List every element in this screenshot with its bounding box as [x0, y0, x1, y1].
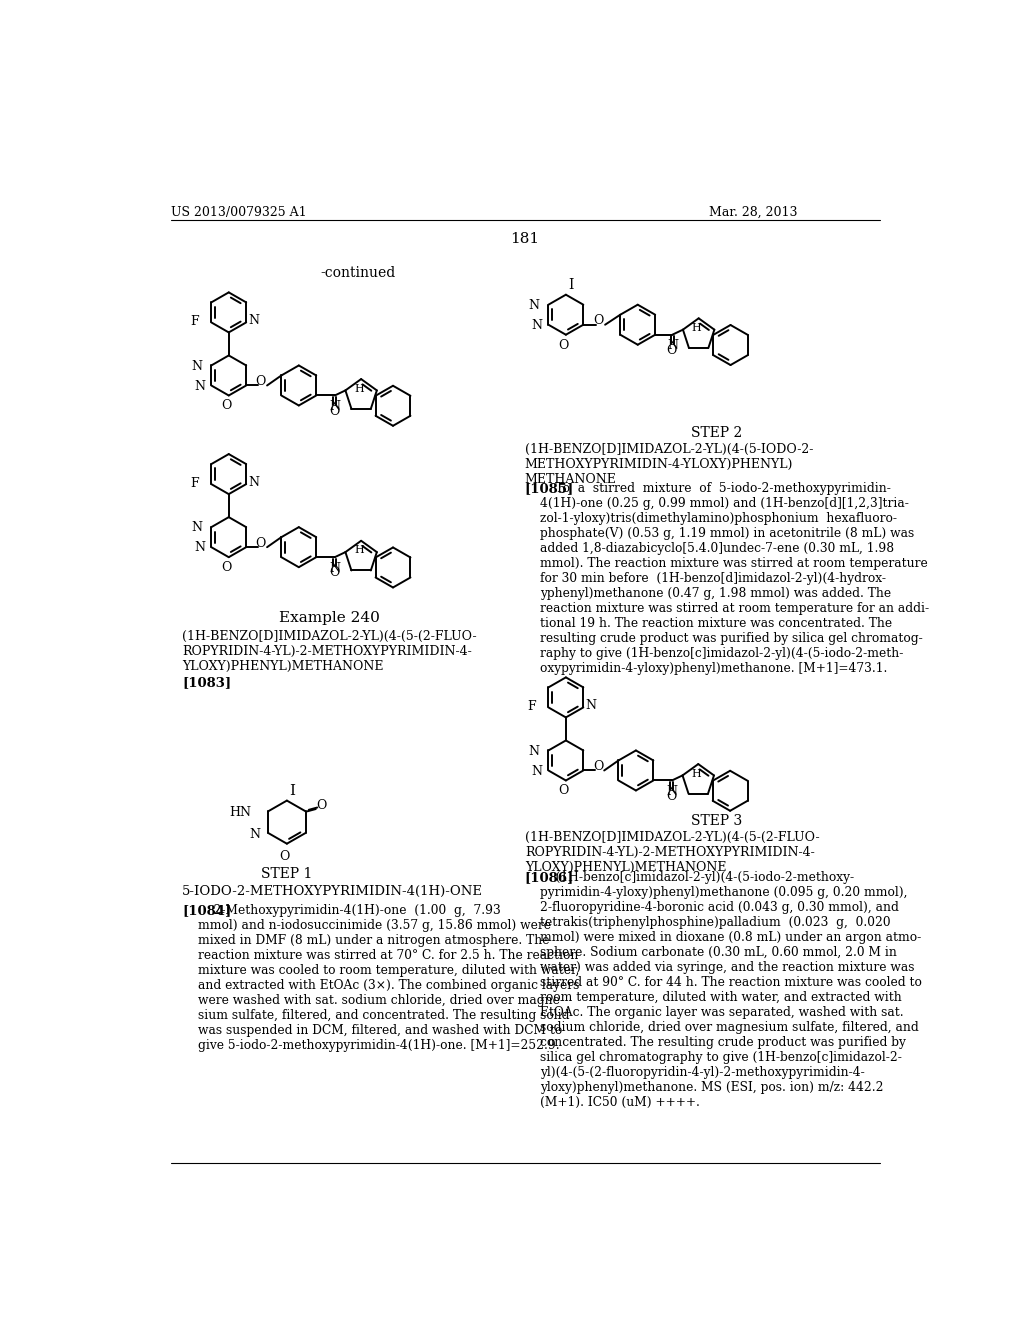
Text: O: O — [256, 375, 266, 388]
Text: O: O — [666, 789, 676, 803]
Text: 2-Methoxypyrimidin-4(1H)-one  (1.00  g,  7.93
mmol) and n-iodosuccinimide (3.57 : 2-Methoxypyrimidin-4(1H)-one (1.00 g, 7.… — [198, 904, 580, 1052]
Text: O: O — [667, 345, 677, 356]
Text: N: N — [528, 298, 539, 312]
Text: O: O — [558, 339, 568, 351]
Text: N: N — [667, 785, 678, 799]
Text: N: N — [667, 339, 678, 352]
Text: N: N — [249, 477, 259, 490]
Text: O: O — [593, 760, 603, 774]
Text: O: O — [558, 784, 568, 797]
Text: STEP 1: STEP 1 — [261, 867, 312, 880]
Text: N: N — [195, 541, 205, 554]
Text: To  a  stirred  mixture  of  5-iodo-2-methoxypyrimidin-
4(1H)-one (0.25 g, 0.99 : To a stirred mixture of 5-iodo-2-methoxy… — [541, 482, 930, 675]
Text: 181: 181 — [510, 231, 540, 246]
Text: O: O — [329, 566, 339, 579]
Text: STEP 2: STEP 2 — [691, 426, 742, 441]
Text: 5-IODO-2-METHOXYPYRIMIDIN-4(1H)-ONE: 5-IODO-2-METHOXYPYRIMIDIN-4(1H)-ONE — [182, 886, 483, 899]
Text: O: O — [256, 537, 266, 550]
Text: (1H-BENZO[D]IMIDAZOL-2-YL)(4-(5-IODO-2-
METHOXYPYRIMIDIN-4-YLOXY)PHENYL)
METHANO: (1H-BENZO[D]IMIDAZOL-2-YL)(4-(5-IODO-2- … — [524, 444, 813, 486]
Text: N: N — [531, 319, 543, 333]
Text: N: N — [531, 764, 543, 777]
Text: N: N — [586, 700, 597, 713]
Text: N: N — [195, 380, 205, 393]
Text: [1083]: [1083] — [182, 676, 231, 689]
Text: H: H — [354, 545, 364, 556]
Text: I: I — [289, 784, 295, 799]
Text: H: H — [691, 768, 700, 779]
Text: O: O — [221, 561, 231, 574]
Text: [1084]: [1084] — [182, 904, 231, 917]
Text: O: O — [594, 314, 604, 327]
Text: N: N — [330, 561, 341, 574]
Text: (1H-BENZO[D]IMIDAZOL-2-YL)(4-(5-(2-FLUO-
ROPYRIDIN-4-YL)-2-METHOXYPYRIMIDIN-4-
Y: (1H-BENZO[D]IMIDAZOL-2-YL)(4-(5-(2-FLUO-… — [182, 630, 477, 673]
Text: Example 240: Example 240 — [280, 611, 380, 626]
Text: H: H — [354, 384, 364, 393]
Text: Mar. 28, 2013: Mar. 28, 2013 — [710, 206, 798, 219]
Text: (1H-BENZO[D]IMIDAZOL-2-YL)(4-(5-(2-FLUO-
ROPYRIDIN-4-YL)-2-METHOXYPYRIMIDIN-4-
Y: (1H-BENZO[D]IMIDAZOL-2-YL)(4-(5-(2-FLUO-… — [524, 832, 819, 874]
Text: US 2013/0079325 A1: US 2013/0079325 A1 — [171, 206, 306, 219]
Text: O: O — [221, 400, 231, 412]
Text: H: H — [691, 323, 701, 333]
Text: N: N — [249, 314, 259, 327]
Text: HN: HN — [229, 807, 251, 820]
Text: O: O — [280, 850, 290, 863]
Text: F: F — [190, 315, 199, 329]
Text: N: N — [191, 521, 202, 535]
Text: N: N — [330, 400, 341, 413]
Text: F: F — [527, 700, 536, 713]
Text: [1085]: [1085] — [524, 482, 574, 495]
Text: F: F — [190, 477, 199, 490]
Text: [1086]: [1086] — [524, 871, 574, 883]
Text: I: I — [568, 279, 573, 293]
Text: N: N — [249, 828, 260, 841]
Text: O: O — [329, 405, 339, 417]
Text: STEP 3: STEP 3 — [691, 814, 742, 829]
Text: O: O — [316, 800, 327, 813]
Text: (1H-benzo[c]imidazol-2-yl)(4-(5-iodo-2-methoxy-
pyrimidin-4-yloxy)phenyl)methano: (1H-benzo[c]imidazol-2-yl)(4-(5-iodo-2-m… — [541, 871, 923, 1109]
Text: N: N — [528, 744, 539, 758]
Text: -continued: -continued — [321, 267, 395, 280]
Text: N: N — [191, 360, 202, 372]
